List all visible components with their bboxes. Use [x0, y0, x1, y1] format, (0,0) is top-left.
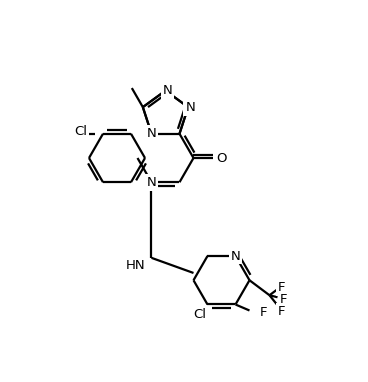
Text: N: N	[146, 127, 156, 140]
Text: N: N	[185, 100, 195, 113]
Text: Cl: Cl	[74, 125, 88, 138]
Text: F: F	[278, 281, 285, 294]
Text: N: N	[163, 84, 172, 97]
Text: F: F	[280, 293, 287, 306]
Text: F: F	[278, 305, 285, 318]
Text: N: N	[146, 176, 156, 189]
Text: HN: HN	[126, 259, 145, 272]
Text: O: O	[216, 152, 227, 165]
Text: Cl: Cl	[193, 308, 206, 321]
Text: F: F	[260, 306, 267, 319]
Text: N: N	[231, 249, 240, 262]
